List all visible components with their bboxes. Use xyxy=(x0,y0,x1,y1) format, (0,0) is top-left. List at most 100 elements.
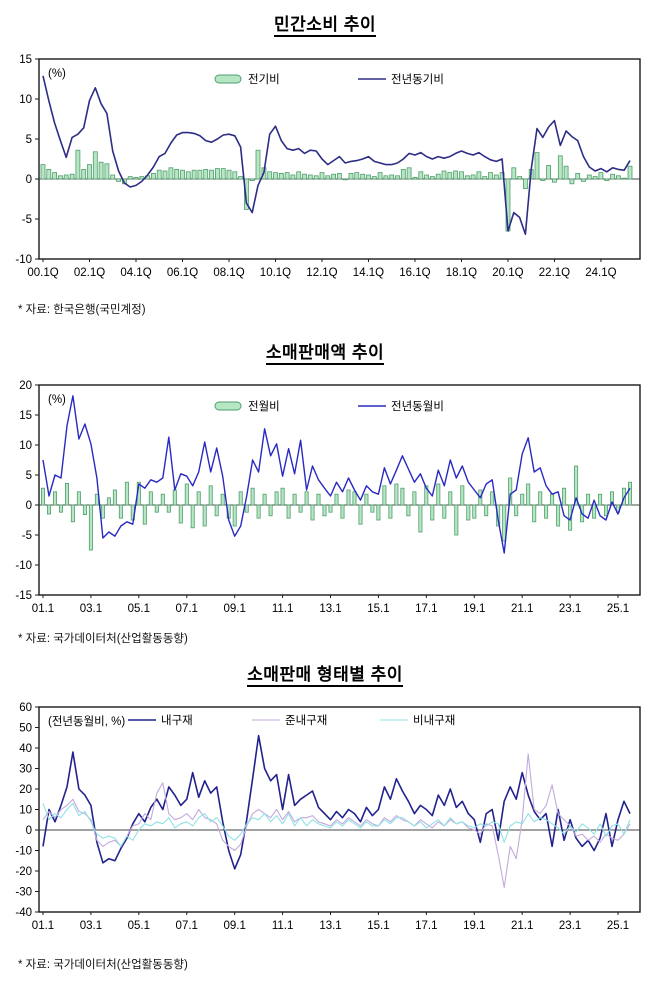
bar xyxy=(400,487,405,506)
bar xyxy=(220,168,226,180)
bar xyxy=(376,504,381,521)
bar xyxy=(366,174,371,180)
y-tick-label: -30 xyxy=(15,887,32,899)
bar xyxy=(563,165,569,180)
bar-series-전기비 xyxy=(40,149,633,232)
bar xyxy=(383,175,389,180)
x-tick-label: 11.1 xyxy=(272,920,294,932)
bar xyxy=(41,487,46,506)
x-tick-label: 21.1 xyxy=(511,920,533,932)
bar xyxy=(302,173,307,180)
bar xyxy=(424,485,429,506)
chart-title-retail-sales: 소매판매액 추이 xyxy=(0,326,650,365)
bar xyxy=(581,178,586,182)
bar xyxy=(454,504,459,536)
bar xyxy=(208,485,213,506)
bar xyxy=(400,169,406,180)
x-tick-label: 04.1Q xyxy=(120,267,151,279)
bar xyxy=(429,176,435,180)
unit-label: (%) xyxy=(48,394,66,406)
bar xyxy=(574,465,579,506)
x-tick-label: 20.1Q xyxy=(492,267,523,279)
bar xyxy=(562,487,567,506)
bar xyxy=(307,174,313,180)
x-tick-label: 00.1Q xyxy=(27,267,58,279)
bar xyxy=(358,504,363,525)
bar xyxy=(81,169,87,180)
y-tick-label: 10 xyxy=(19,805,32,817)
source-note-retail-sales: * 자료: 국가데이터처(산업활동동향) xyxy=(18,633,188,645)
bar xyxy=(148,491,153,506)
bar xyxy=(76,491,81,506)
unit-label: (전년동월비, %) xyxy=(48,715,125,728)
chart-title-private-consumption: 민간소비 추이 xyxy=(0,0,650,37)
bar xyxy=(88,504,93,551)
bar xyxy=(112,489,117,506)
chart-section-private-consumption: 민간소비 추이 15 10 5 0 -5 -10 00.1Q 02.1Q 04.1Q 06.1Q 0… xyxy=(0,0,650,317)
bar xyxy=(310,504,315,521)
bar xyxy=(395,175,400,180)
bar xyxy=(377,172,383,180)
bar xyxy=(116,178,121,182)
y-tick-label: 15 xyxy=(19,54,32,66)
bar xyxy=(274,491,279,506)
bar xyxy=(232,504,237,527)
bar xyxy=(598,172,604,180)
bar xyxy=(286,504,291,519)
bar xyxy=(340,504,345,519)
y-tick-label: -15 xyxy=(15,590,32,602)
bar xyxy=(550,493,555,506)
bar xyxy=(172,489,177,506)
y-tick-label: -5 xyxy=(22,214,32,226)
bar xyxy=(586,174,592,180)
bar xyxy=(65,483,70,506)
bar xyxy=(490,491,495,506)
bar xyxy=(517,176,522,180)
bar xyxy=(470,174,476,180)
x-tick-label: 01.1 xyxy=(32,920,54,932)
bar xyxy=(178,504,183,524)
bar xyxy=(604,178,610,182)
x-tick-label: 21.1 xyxy=(511,603,533,615)
bar xyxy=(168,167,174,180)
bar xyxy=(621,177,627,180)
bar xyxy=(197,169,203,180)
unit-label: (%) xyxy=(48,68,66,80)
bar xyxy=(98,161,104,180)
bar xyxy=(616,175,621,180)
legend-label-비내구재: 비내구재 xyxy=(413,714,455,727)
bar xyxy=(453,170,459,180)
y-tick-label: 5 xyxy=(26,134,32,146)
bar xyxy=(466,504,471,521)
plot-frame xyxy=(38,706,641,913)
bar xyxy=(106,497,111,506)
chart-section-retail-sales-by-type: 소매판매 형태별 추이 60 50 40 30 20 10 0 -10 -20 -30 -40 01.… xyxy=(0,652,650,972)
bar xyxy=(203,169,209,180)
y-tick-label: -40 xyxy=(15,907,32,919)
bar xyxy=(371,176,377,180)
y-tick-label: -5 xyxy=(22,530,32,542)
y-tick-label: 5 xyxy=(26,470,32,482)
x-tick-label: 12.1Q xyxy=(306,267,337,279)
bar xyxy=(523,178,528,190)
bar xyxy=(520,493,525,506)
bar xyxy=(52,172,57,180)
legend-label-전기비: 전기비 xyxy=(248,73,280,86)
bar xyxy=(243,178,249,210)
bar xyxy=(544,504,549,519)
bar xyxy=(180,169,185,180)
y-tick-label: 10 xyxy=(19,440,32,452)
bar xyxy=(255,149,261,180)
bar xyxy=(250,487,255,506)
bar xyxy=(540,178,546,182)
bar xyxy=(75,149,81,180)
bar xyxy=(284,172,290,180)
bar xyxy=(256,504,261,519)
bar xyxy=(476,171,482,180)
bar xyxy=(586,493,591,506)
bar xyxy=(441,170,447,180)
x-tick-label: 18.1Q xyxy=(446,267,477,279)
bar xyxy=(262,493,267,506)
bar xyxy=(532,504,537,523)
x-tick-label: 03.1 xyxy=(80,920,102,932)
